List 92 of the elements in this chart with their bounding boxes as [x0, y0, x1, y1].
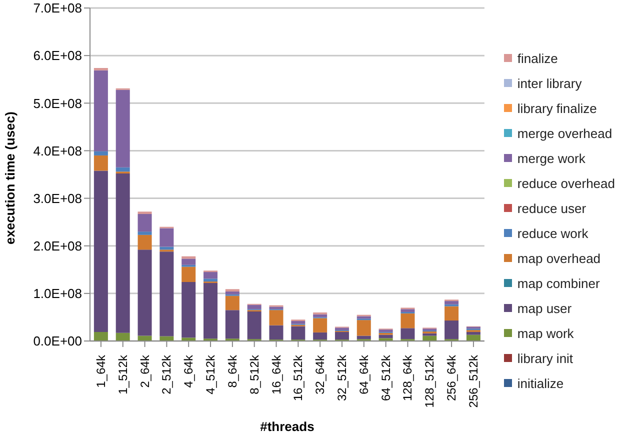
bar	[204, 282, 218, 339]
bar	[94, 155, 108, 171]
legend-label: reduce user	[517, 200, 586, 216]
bar	[313, 332, 328, 340]
bar	[116, 90, 130, 168]
x-tick-label: 1_512k	[116, 354, 130, 394]
legend-label: merge overhead	[517, 126, 612, 140]
bar	[444, 301, 459, 304]
bar	[116, 332, 130, 341]
y-axis-title: execution time (usec)	[2, 112, 18, 244]
bar	[269, 306, 284, 310]
x-tick-label: 1_64k	[94, 354, 108, 388]
bar	[225, 310, 240, 339]
bar	[204, 278, 218, 282]
bar	[116, 174, 130, 333]
x-tick-label: 4_512k	[204, 354, 218, 394]
legend-label: library finalize	[517, 100, 597, 116]
x-tick-label: 128_512k	[422, 354, 437, 408]
y-tick-label: 0.0E+00	[33, 334, 82, 349]
bar	[160, 336, 174, 341]
bar	[225, 289, 240, 292]
bar	[138, 250, 152, 336]
legend-label: finalize	[517, 50, 558, 66]
bar	[378, 334, 393, 338]
bar	[182, 282, 196, 338]
bar	[334, 332, 349, 340]
bar	[138, 232, 152, 235]
bar	[466, 332, 480, 335]
x-tick-label: 256_512k	[466, 354, 480, 408]
x-tick-label: 8_64k	[225, 354, 240, 388]
bar	[422, 333, 437, 336]
bar	[356, 320, 371, 336]
legend-label: map user	[517, 300, 572, 316]
x-tick-label: 16_64k	[269, 354, 284, 394]
bar	[444, 306, 459, 321]
bar	[400, 313, 415, 328]
bar	[160, 228, 174, 247]
x-tick-label: 4_64k	[182, 354, 196, 388]
y-tick-label: 7.0E+08	[33, 0, 82, 16]
bar	[94, 70, 108, 152]
x-tick-label: 8_512k	[247, 354, 262, 394]
bar	[269, 325, 284, 340]
x-tick-label: 128_64k	[400, 354, 415, 402]
legend-label: map combiner	[517, 276, 600, 290]
y-tick-label: 4.0E+08	[33, 143, 82, 158]
bar	[94, 68, 108, 70]
bar	[400, 309, 415, 312]
bar	[116, 167, 130, 172]
legend-label: inter library	[517, 76, 582, 90]
bar	[225, 296, 240, 310]
x-tick-label: 256_64k	[444, 354, 459, 402]
bar	[356, 336, 371, 340]
bar	[182, 266, 196, 282]
legend-label: library init	[517, 350, 574, 366]
bar	[291, 326, 306, 340]
bar	[291, 321, 306, 324]
legend-label: initialize	[517, 376, 564, 390]
bar	[94, 170, 108, 332]
bar	[444, 320, 459, 340]
y-tick-label: 5.0E+08	[33, 96, 82, 111]
bar	[204, 272, 218, 279]
x-tick-label: 2_64k	[138, 354, 152, 388]
legend-label: reduce work	[517, 226, 588, 240]
bar	[313, 318, 328, 332]
x-tick-label: 32_512k	[334, 354, 349, 402]
x-axis-title: #threads	[260, 419, 314, 434]
bar	[138, 214, 152, 232]
x-tick-label: 2_512k	[160, 354, 174, 394]
x-tick-label: 16_512k	[291, 354, 306, 402]
bar	[400, 328, 415, 340]
y-tick-label: 1.0E+08	[33, 286, 82, 302]
bar	[269, 310, 284, 326]
bar	[160, 252, 174, 336]
bar	[334, 328, 349, 330]
y-tick-label: 6.0E+08	[33, 48, 82, 64]
legend-label: merge work	[517, 150, 586, 166]
y-tick-label: 2.0E+08	[33, 238, 82, 254]
bar	[182, 258, 196, 265]
bar	[247, 304, 262, 310]
bar	[225, 292, 240, 294]
x-tick-label: 64_512k	[378, 354, 393, 402]
bar	[247, 312, 262, 340]
x-tick-label: 32_64k	[313, 354, 328, 394]
legend-label: reduce overhead	[517, 176, 615, 190]
bar	[94, 151, 108, 156]
bar	[94, 332, 108, 341]
legend-label: map work	[517, 326, 574, 340]
bar	[138, 234, 152, 250]
legend-label: map overhead	[517, 250, 601, 266]
bar	[182, 338, 196, 341]
x-tick-label: 64_64k	[356, 354, 371, 394]
y-tick-label: 3.0E+08	[33, 190, 82, 206]
